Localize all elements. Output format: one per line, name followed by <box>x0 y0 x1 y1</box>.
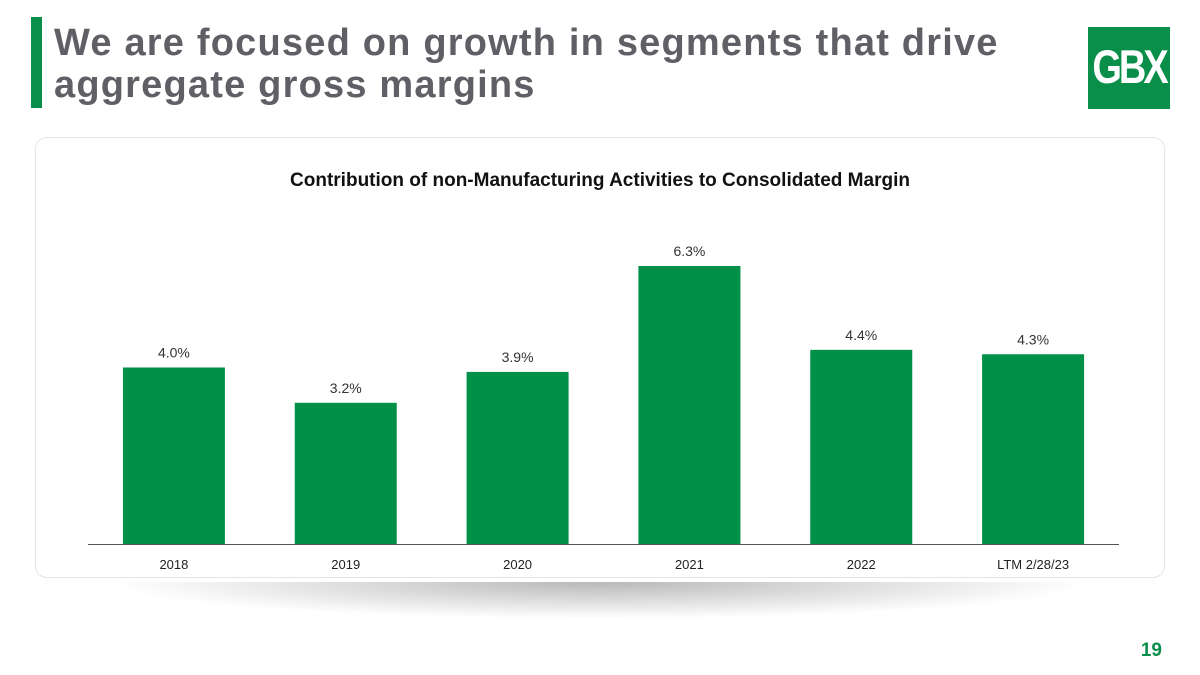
data-label: 4.4% <box>845 327 877 343</box>
title-accent-bar <box>31 17 42 108</box>
chart-title: Contribution of non-Manufacturing Activi… <box>290 170 910 191</box>
bar-2022 <box>810 349 913 544</box>
bar-ltm-2-28-23 <box>982 354 1085 544</box>
data-label: 4.3% <box>1017 331 1049 347</box>
x-tick-label: 2018 <box>159 557 188 572</box>
data-label: 6.3% <box>673 243 705 259</box>
page-title-line-2: aggregate gross margins <box>54 64 536 106</box>
gbx-logo-text: GBX <box>1092 41 1168 94</box>
data-label: 3.9% <box>502 349 534 365</box>
x-tick-label: 2019 <box>331 557 360 572</box>
data-label: 3.2% <box>330 380 362 396</box>
gbx-logo: GBX <box>1088 27 1170 109</box>
x-tick-label: 2022 <box>847 557 876 572</box>
bar-2021 <box>638 266 741 544</box>
x-tick-label: 2021 <box>675 557 704 572</box>
bar-2018 <box>122 367 225 544</box>
bar-2020 <box>466 371 569 544</box>
page-title: We are focused on growth in segments tha… <box>54 22 1064 106</box>
x-tick-label: LTM 2/28/23 <box>997 557 1069 572</box>
page-number: 19 <box>1140 640 1162 661</box>
bar-2019 <box>294 402 397 544</box>
page-title-line-1: We are focused on growth in segments tha… <box>54 22 999 64</box>
x-tick-label: 2020 <box>503 557 532 572</box>
data-label: 4.0% <box>158 344 190 360</box>
card-shadow <box>120 582 1080 618</box>
